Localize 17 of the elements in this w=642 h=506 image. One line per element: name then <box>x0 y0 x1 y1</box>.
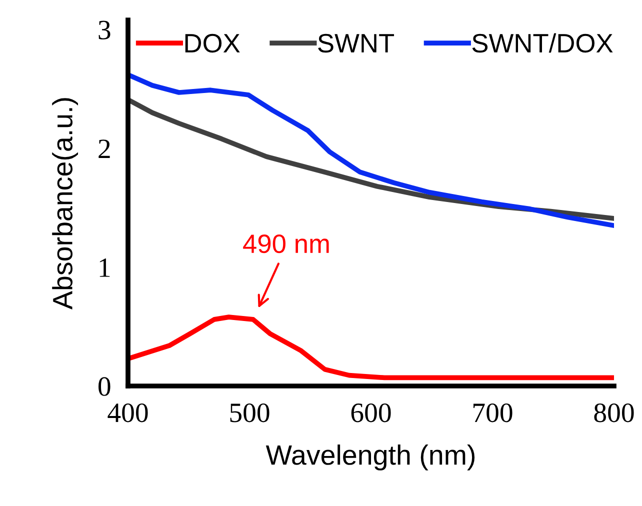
line-series <box>128 72 614 228</box>
line-series <box>128 314 614 380</box>
x-tick-label: 800 <box>594 403 634 422</box>
x-tick-label: 700 <box>474 403 512 422</box>
legend-label: SWNT <box>318 34 394 53</box>
legend-label: DOX <box>185 34 240 53</box>
y-tick-label: 1 <box>100 258 110 277</box>
x-tick-label: 500 <box>230 403 270 422</box>
legend-label: SWNT/DOX <box>472 33 613 53</box>
annotation: 490 nm <box>243 234 329 254</box>
x-tick-label: 600 <box>351 403 391 422</box>
x-tick-label: 400 <box>108 403 148 422</box>
y-tick-label: 2 <box>98 140 110 158</box>
y-tick-label: 0 <box>98 377 110 396</box>
y-tick-label: 3 <box>98 20 110 40</box>
y-axis-title: Absorbance(a.u.) <box>52 98 78 310</box>
x-axis-title: Wavelength (nm) <box>266 444 475 470</box>
